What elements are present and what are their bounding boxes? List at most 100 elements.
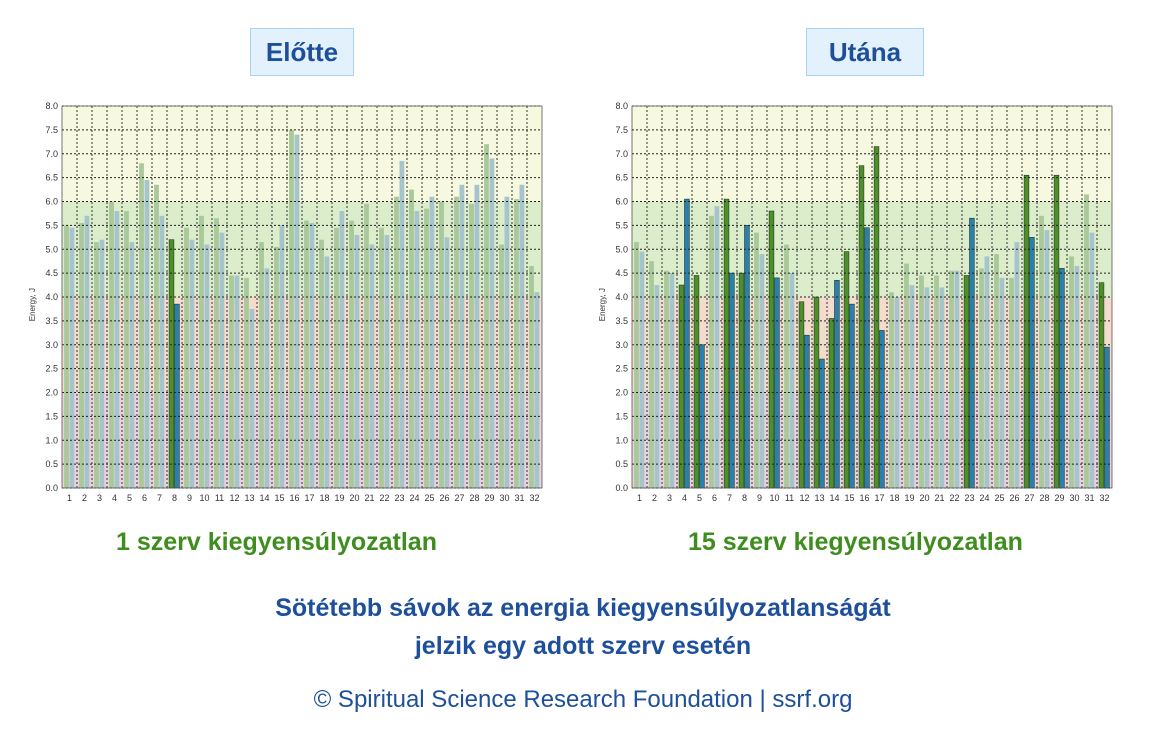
bar-green-15 — [274, 246, 279, 488]
x-tick-label: 18 — [889, 493, 899, 503]
y-tick-label: 4.0 — [615, 292, 628, 302]
x-tick-label: 21 — [364, 493, 374, 503]
bar-green-23 — [394, 196, 399, 488]
bar-green-9 — [184, 227, 189, 488]
bar-green-17 — [873, 146, 880, 489]
x-tick-label: 29 — [484, 493, 494, 503]
x-tick-label: 9 — [187, 493, 192, 503]
y-tick-label: 0.0 — [615, 483, 628, 493]
y-tick-label: 4.0 — [45, 292, 58, 302]
bar-blue-10 — [774, 277, 780, 489]
x-tick-label: 11 — [785, 493, 794, 503]
bar-green-29 — [1053, 174, 1060, 489]
x-tick-label: 32 — [1099, 493, 1109, 503]
bar-green-5 — [693, 275, 700, 489]
x-tick-label: 11 — [215, 493, 224, 503]
x-tick-label: 29 — [1054, 493, 1064, 503]
bar-green-9 — [754, 232, 759, 488]
bar-blue-25 — [429, 196, 435, 488]
bar-blue-23 — [399, 160, 405, 488]
x-tick-label: 6 — [712, 493, 717, 503]
x-tick-label: 28 — [1039, 493, 1049, 503]
bar-green-7 — [723, 198, 730, 489]
bar-blue-16 — [294, 134, 300, 488]
bar-blue-30 — [1074, 265, 1080, 488]
bar-green-17 — [304, 220, 309, 488]
bar-green-11 — [214, 218, 219, 488]
x-tick-label: 7 — [727, 493, 732, 503]
bar-blue-1 — [639, 251, 645, 488]
bar-blue-22 — [384, 234, 390, 488]
x-tick-label: 25 — [994, 493, 1004, 503]
bar-blue-5 — [129, 242, 135, 488]
bar-blue-2 — [654, 285, 660, 488]
y-tick-label: 3.0 — [615, 340, 628, 350]
y-axis-label: Energy, J — [28, 288, 37, 321]
y-tick-label: 2.0 — [45, 388, 58, 398]
bar-blue-20 — [354, 234, 360, 488]
bar-green-13 — [244, 277, 249, 488]
bar-green-18 — [319, 239, 324, 488]
x-tick-label: 28 — [469, 493, 479, 503]
bar-blue-23 — [969, 217, 975, 489]
bar-green-32 — [529, 265, 534, 488]
bar-blue-28 — [1044, 230, 1050, 488]
y-tick-label: 8.0 — [615, 101, 628, 111]
x-tick-label: 17 — [874, 493, 884, 503]
bar-green-3 — [664, 270, 669, 488]
x-tick-label: 1 — [67, 493, 72, 503]
bar-green-26 — [439, 201, 444, 488]
x-tick-label: 12 — [229, 493, 239, 503]
y-tick-label: 5.5 — [45, 220, 58, 230]
plot-frame — [61, 105, 543, 489]
x-tick-label: 2 — [652, 493, 657, 503]
x-tick-label: 31 — [514, 493, 524, 503]
bar-blue-11 — [789, 273, 795, 488]
bar-blue-12 — [804, 334, 810, 489]
y-tick-label: 6.5 — [45, 173, 58, 183]
bar-green-22 — [379, 227, 384, 488]
bar-blue-16 — [864, 227, 870, 489]
x-tick-label: 22 — [949, 493, 959, 503]
bar-green-23 — [963, 275, 970, 489]
x-tick-label: 22 — [379, 493, 389, 503]
panel-title-after: Utána — [806, 28, 924, 76]
bar-green-28 — [1039, 215, 1044, 488]
bar-green-2 — [79, 222, 84, 489]
bar-green-19 — [334, 227, 339, 488]
bar-green-6 — [709, 215, 714, 488]
bar-green-2 — [649, 261, 654, 488]
x-tick-label: 31 — [1084, 493, 1094, 503]
bar-blue-7 — [729, 272, 735, 489]
x-tick-label: 1 — [637, 493, 642, 503]
x-tick-label: 14 — [829, 493, 839, 503]
x-tick-label: 19 — [334, 493, 344, 503]
x-tick-label: 20 — [349, 493, 359, 503]
x-tick-label: 9 — [757, 493, 762, 503]
bar-blue-2 — [84, 215, 90, 488]
bar-blue-4 — [684, 198, 690, 489]
bar-blue-19 — [909, 285, 915, 488]
bar-green-24 — [409, 189, 414, 488]
y-tick-label: 7.5 — [45, 125, 58, 135]
bar-green-7 — [154, 184, 159, 488]
bar-green-8 — [738, 272, 745, 489]
x-tick-label: 10 — [769, 493, 779, 503]
x-tick-label: 3 — [667, 493, 672, 503]
x-tick-label: 5 — [127, 493, 132, 503]
bar-green-25 — [424, 208, 429, 488]
x-tick-label: 5 — [697, 493, 702, 503]
bar-blue-1 — [69, 227, 75, 488]
plot-frame — [631, 105, 1113, 489]
bar-green-10 — [768, 210, 775, 489]
y-tick-label: 1.0 — [615, 435, 628, 445]
x-tick-label: 13 — [244, 493, 254, 503]
y-tick-label: 3.5 — [45, 316, 58, 326]
bar-green-12 — [229, 275, 234, 488]
y-tick-label: 7.5 — [615, 125, 628, 135]
bar-blue-24 — [984, 256, 990, 488]
bar-green-14 — [828, 318, 835, 489]
bar-blue-8 — [174, 303, 180, 489]
bar-green-30 — [499, 244, 504, 488]
bar-green-28 — [469, 203, 474, 488]
